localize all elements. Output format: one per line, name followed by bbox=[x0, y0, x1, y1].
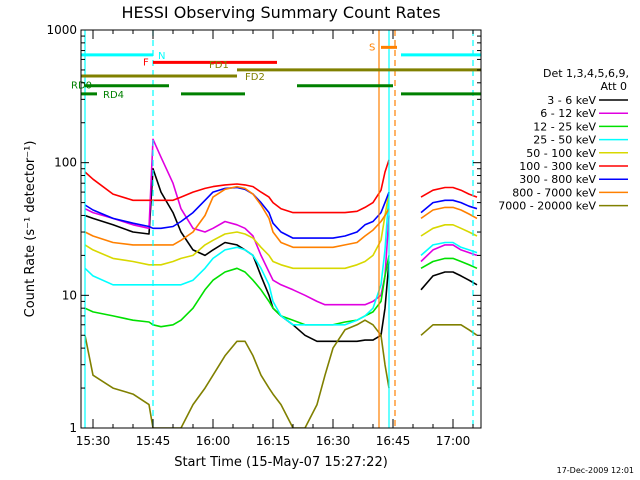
x-tick-label: 15:30 bbox=[76, 434, 111, 448]
y-axis-label: Count Rate (s⁻¹ detector⁻¹) bbox=[23, 141, 38, 318]
legend-label-2: 6 - 12 keV bbox=[540, 107, 596, 120]
legend-title-line-1: Det 1,3,4,5,6,9, bbox=[543, 67, 629, 80]
series-line-6 bbox=[84, 159, 478, 214]
legend-label-7: 300 - 800 keV bbox=[519, 173, 596, 186]
series-line-4 bbox=[84, 192, 478, 326]
series-line-7 bbox=[84, 186, 478, 239]
y-tick-label: 10 bbox=[62, 288, 77, 302]
x-tick-label: 16:15 bbox=[256, 434, 291, 448]
series-layer bbox=[84, 138, 478, 428]
plot-frame bbox=[80, 29, 482, 429]
y-axis: 1 10 100 1000 bbox=[46, 23, 481, 435]
timestamp: 17-Dec-2009 12:01 bbox=[557, 466, 634, 475]
chart-title: HESSI Observing Summary Count Rates bbox=[121, 3, 440, 22]
y-tick-label: 1 bbox=[69, 421, 77, 435]
legend-title-line-2: Att 0 bbox=[601, 80, 627, 93]
legend-label-6: 100 - 300 keV bbox=[519, 160, 596, 173]
flag-label-rd0: RD0 bbox=[71, 81, 92, 92]
flag-label-n: N bbox=[158, 51, 165, 62]
vertical-markers bbox=[84, 30, 474, 428]
x-tick-label: 16:00 bbox=[196, 434, 231, 448]
flag-label-s: S bbox=[369, 42, 375, 53]
flag-label-fd2: FD2 bbox=[245, 72, 265, 83]
x-tick-label: 15:45 bbox=[136, 434, 171, 448]
legend-label-8: 800 - 7000 keV bbox=[512, 186, 596, 199]
flag-label-fd1: FD1 bbox=[209, 60, 229, 71]
legend-label-9: 7000 - 20000 keV bbox=[498, 200, 596, 213]
flag-label-f: F bbox=[143, 57, 149, 68]
legend-label-1: 3 - 6 keV bbox=[547, 94, 596, 107]
x-axis-label: Start Time (15-May-07 15:27:22) bbox=[174, 455, 388, 470]
series-line-5 bbox=[84, 191, 478, 270]
series-line-9 bbox=[84, 319, 478, 428]
legend-label-5: 50 - 100 keV bbox=[526, 147, 596, 160]
x-tick-label: 17:00 bbox=[436, 434, 471, 448]
series-line-1 bbox=[84, 167, 478, 343]
y-tick-label: 100 bbox=[54, 156, 77, 170]
series-line-2 bbox=[84, 138, 478, 306]
legend-label-3: 12 - 25 keV bbox=[533, 120, 596, 133]
flag-bars: NF S FD1 FD2 RD0 RD4 bbox=[71, 42, 481, 101]
x-axis: 15:30 15:45 16:00 16:15 16:30 16:45 17:00 bbox=[76, 30, 474, 448]
flag-label-rd4: RD4 bbox=[103, 90, 124, 101]
x-tick-label: 16:45 bbox=[376, 434, 411, 448]
y-tick-label: 1000 bbox=[46, 23, 77, 37]
x-tick-label: 16:30 bbox=[316, 434, 351, 448]
legend-label-4: 25 - 50 keV bbox=[533, 134, 596, 147]
series-line-8 bbox=[84, 185, 478, 249]
